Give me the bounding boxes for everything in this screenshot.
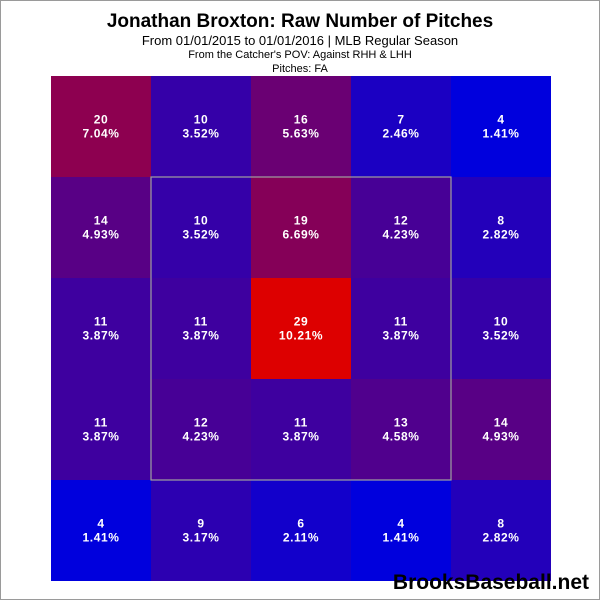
cell-count-label: 12 [194,416,209,430]
cell-count-label: 13 [394,416,409,430]
cell-count-label: 4 [97,517,104,531]
cell-percent-label: 3.52% [182,127,219,141]
cell-percent-label: 10.21% [279,329,323,343]
cell-count-label: 11 [294,416,308,430]
cell-count-label: 11 [94,315,108,329]
heatmap-cell [451,480,551,581]
cell-count-label: 8 [497,214,504,228]
cell-count-label: 10 [194,113,209,127]
heatmap-cell [151,76,251,177]
heatmap-cell [451,76,551,177]
heatmap-cell [251,177,351,278]
heatmap-cell [351,379,451,480]
cell-percent-label: 2.82% [482,228,519,242]
cell-percent-label: 1.41% [382,531,419,545]
cell-count-label: 29 [294,315,309,329]
cell-count-label: 7 [397,113,404,127]
cell-percent-label: 3.52% [482,329,519,343]
cell-count-label: 4 [497,113,504,127]
heatmap-cell [351,76,451,177]
pitch-type-note: Pitches: FA [272,63,328,75]
heatmap-cell [351,278,451,379]
cell-count-label: 11 [394,315,408,329]
cell-percent-label: 2.82% [482,531,519,545]
heatmap-cell [51,76,151,177]
cell-count-label: 14 [494,416,509,430]
heatmap-cell [151,480,251,581]
cell-count-label: 16 [294,113,309,127]
heatmap-cell [51,379,151,480]
cell-percent-label: 5.63% [282,127,319,141]
cell-percent-label: 4.93% [82,228,119,242]
heatmap-cell [251,278,351,379]
cell-percent-label: 3.87% [82,430,119,444]
cell-percent-label: 2.11% [283,531,319,545]
cell-count-label: 20 [94,113,109,127]
heatmap-cell [451,278,551,379]
cell-count-label: 19 [294,214,309,228]
heatmap-cell [151,379,251,480]
watermark: BrooksBaseball.net [392,571,589,594]
heatmap-cell [251,76,351,177]
heatmap-cell [51,480,151,581]
cell-count-label: 10 [494,315,509,329]
cell-percent-label: 4.23% [382,228,419,242]
heatmap-cell [251,379,351,480]
cell-count-label: 6 [297,517,304,531]
cell-percent-label: 2.46% [382,127,419,141]
heatmap-cell [51,177,151,278]
cell-percent-label: 3.52% [182,228,219,242]
cell-count-label: 9 [197,517,204,531]
cell-percent-label: 4.23% [182,430,219,444]
heatmap-cell [151,278,251,379]
chart-subtitle: From 01/01/2015 to 01/01/2016 | MLB Regu… [141,33,459,48]
cell-count-label: 10 [194,214,209,228]
cell-percent-label: 1.41% [82,531,119,545]
cell-count-label: 4 [397,517,404,531]
cell-count-label: 14 [94,214,109,228]
strike-zone-outline [150,176,452,481]
cell-percent-label: 7.04% [82,127,119,141]
cell-percent-label: 4.58% [382,430,419,444]
cell-count-label: 11 [194,315,208,329]
chart-title: Jonathan Broxton: Raw Number of Pitches [106,11,494,32]
cell-percent-label: 4.93% [482,430,519,444]
heatmap-cell [351,480,451,581]
cell-percent-label: 3.87% [182,329,219,343]
heatmap-cell [351,177,451,278]
pov-note: From the Catcher's POV: Against RHH & LH… [188,49,412,61]
heatmap-cell [251,480,351,581]
cell-count-label: 8 [497,517,504,531]
cell-percent-label: 1.41% [482,127,519,141]
cell-count-label: 12 [394,214,409,228]
cell-percent-label: 3.17% [182,531,219,545]
cell-percent-label: 6.69% [282,228,319,242]
heatmap-cell [451,177,551,278]
heatmap-cell [451,379,551,480]
cell-percent-label: 3.87% [282,430,319,444]
cell-percent-label: 3.87% [382,329,419,343]
cell-percent-label: 3.87% [82,329,119,343]
heatmap-cell [151,177,251,278]
cell-count-label: 11 [94,416,108,430]
heatmap-cell [51,278,151,379]
